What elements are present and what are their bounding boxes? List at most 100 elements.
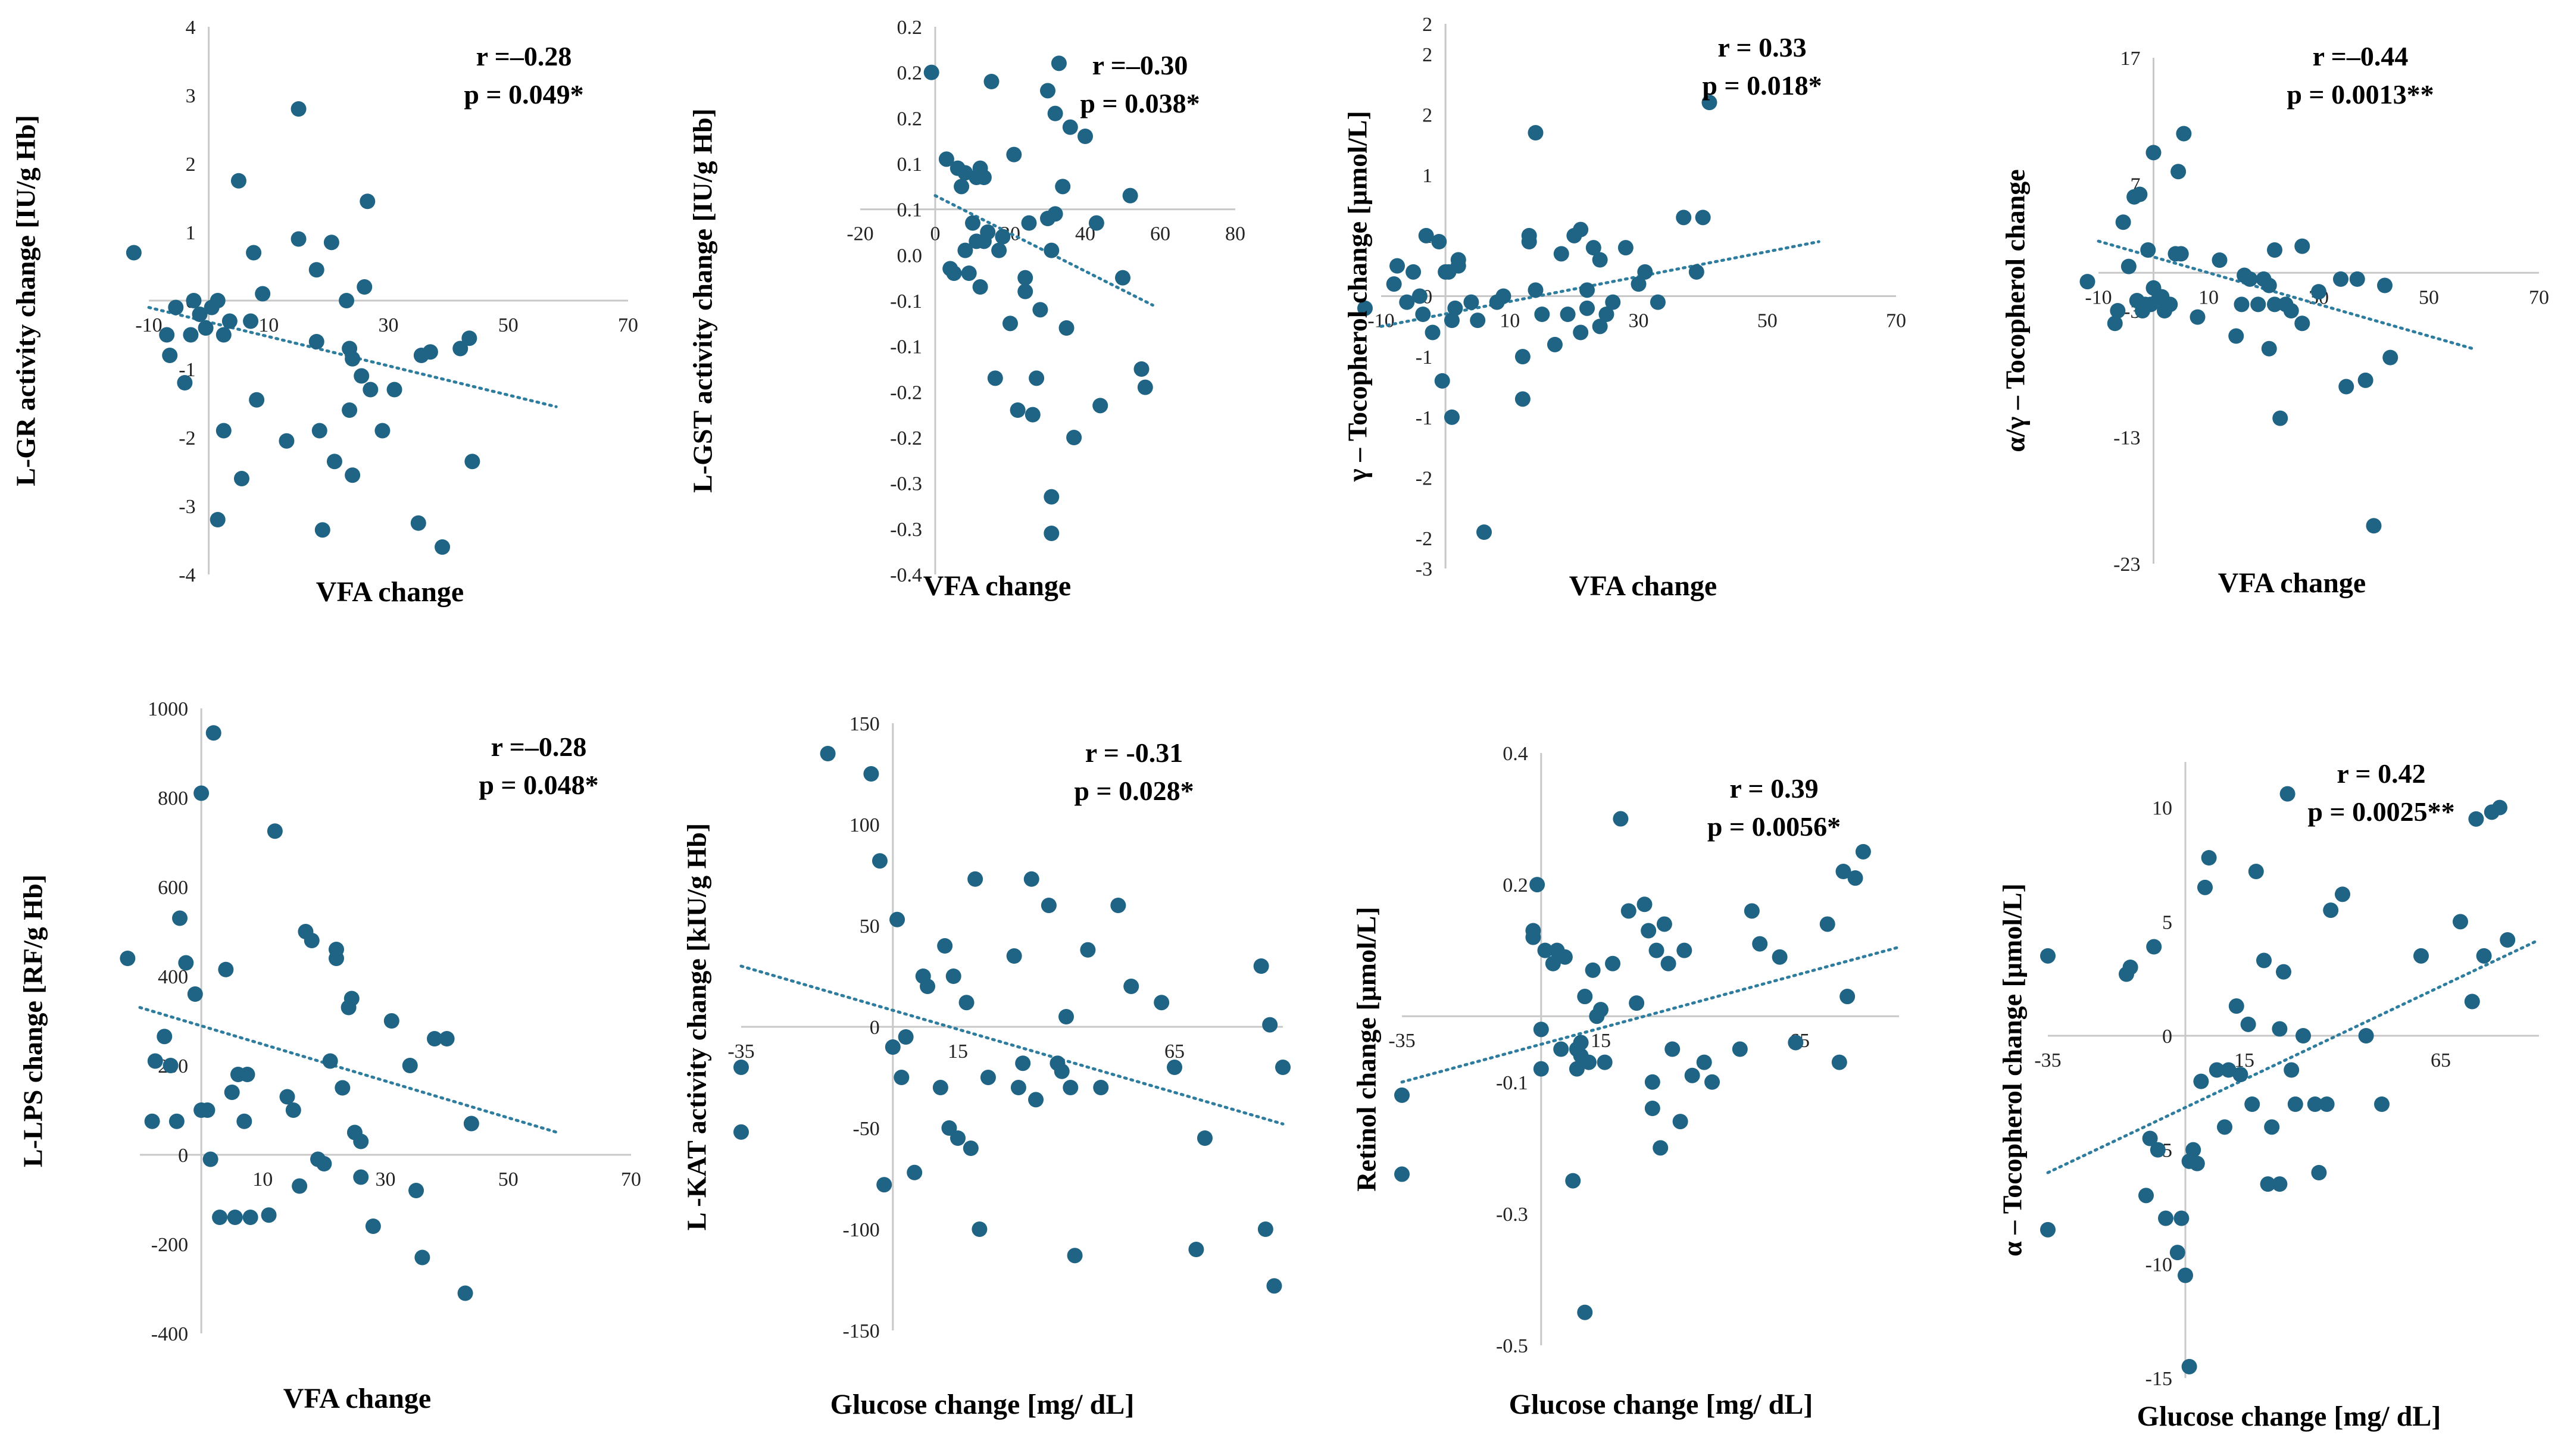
data-point — [1188, 1242, 1204, 1257]
r-value-label: r =–0.44 — [2313, 41, 2409, 71]
data-point — [1386, 276, 1402, 292]
x-tick-label: -35 — [1388, 1030, 1415, 1052]
data-point — [233, 471, 249, 486]
y-tick-label: -200 — [151, 1234, 188, 1256]
y-tick-label: -2 — [1416, 528, 1432, 550]
data-point — [961, 265, 977, 281]
y-tick-label: 0.0 — [897, 245, 923, 267]
x-tick-label: 60 — [1150, 223, 1170, 245]
data-point — [198, 320, 214, 336]
y-tick-label: 50 — [860, 916, 880, 938]
data-point — [1015, 1055, 1031, 1071]
data-point — [414, 1249, 430, 1266]
data-point — [144, 1113, 160, 1129]
data-point — [2115, 214, 2131, 230]
data-point — [2335, 886, 2350, 902]
x-axis-title: Glucose change [mg/ dL] — [830, 1389, 1135, 1420]
data-point — [907, 1164, 923, 1180]
data-point — [1839, 989, 1856, 1005]
x-tick-label: 15 — [948, 1041, 968, 1063]
y-axis-title: γ – Tocopherol change [μmol/L] — [1342, 111, 1373, 482]
x-tick-label: 10 — [252, 1168, 273, 1191]
y-tick-label: 2 — [1422, 14, 1432, 36]
data-point — [353, 1169, 369, 1185]
data-point — [410, 515, 426, 531]
x-tick-label: 30 — [379, 314, 399, 336]
data-point — [972, 279, 988, 295]
data-point — [1058, 320, 1075, 336]
y-tick-label: -23 — [2113, 554, 2140, 576]
data-point — [2358, 1028, 2374, 1043]
data-point — [2264, 1119, 2280, 1135]
data-point — [285, 1102, 301, 1118]
data-point — [1017, 283, 1033, 299]
y-tick-label: -1 — [1416, 346, 1432, 368]
y-axis-title: L -KAT activity change [kIU/g Hb] — [682, 823, 712, 1231]
x-tick-label: 50 — [498, 1168, 519, 1191]
data-point — [1110, 898, 1126, 913]
data-point — [937, 938, 953, 954]
data-point — [339, 293, 355, 308]
data-point — [1044, 526, 1060, 541]
data-point — [2240, 1016, 2256, 1032]
data-point — [2140, 242, 2156, 258]
data-point — [2267, 296, 2282, 313]
data-point — [267, 823, 283, 839]
data-point — [2333, 271, 2348, 287]
y-tick-label: -0.1 — [890, 336, 922, 358]
x-tick-label: 10 — [2198, 286, 2219, 308]
data-point — [205, 725, 221, 741]
data-point — [1528, 125, 1544, 140]
data-point — [1066, 430, 1082, 445]
data-point — [1788, 1035, 1804, 1051]
x-tick-label: 15 — [1591, 1030, 1611, 1052]
data-point — [120, 951, 136, 966]
y-tick-label: 5 — [2162, 911, 2172, 933]
data-point — [1055, 179, 1071, 195]
y-tick-label: 800 — [158, 788, 188, 810]
x-axis-title: Glucose change [mg/ dL] — [1509, 1389, 1813, 1420]
data-point — [1613, 811, 1629, 827]
data-point — [163, 1058, 179, 1073]
data-point — [2217, 1119, 2232, 1135]
x-tick-label: 70 — [2529, 286, 2549, 308]
data-point — [1010, 1080, 1026, 1095]
data-point — [126, 245, 142, 261]
y-tick-label: 0 — [178, 1145, 188, 1167]
data-point — [1088, 215, 1104, 231]
data-point — [335, 1080, 351, 1096]
data-point — [1418, 227, 1434, 243]
data-point — [1023, 871, 1039, 887]
data-point — [1394, 1087, 1410, 1103]
data-point — [1547, 336, 1563, 352]
data-point — [1078, 129, 1093, 144]
data-point — [162, 348, 178, 363]
x-tick-label: -35 — [2034, 1049, 2061, 1071]
data-point — [1637, 264, 1653, 280]
data-point — [2228, 998, 2244, 1014]
data-point — [2357, 372, 2373, 388]
data-point — [1154, 995, 1170, 1011]
data-point — [1514, 391, 1531, 407]
data-point — [2040, 948, 2056, 964]
y-tick-label: -0.1 — [890, 290, 922, 313]
data-point — [2468, 811, 2484, 827]
data-point — [2120, 258, 2137, 274]
data-point — [329, 951, 344, 966]
x-axis-title: VFA change — [1569, 570, 1717, 602]
data-point — [2272, 1021, 2288, 1037]
y-tick-label: -0.2 — [890, 427, 922, 449]
data-point — [172, 910, 188, 926]
data-point — [2464, 993, 2480, 1010]
data-point — [1644, 1101, 1660, 1116]
p-value-label: p = 0.028* — [1074, 776, 1194, 806]
data-point — [957, 242, 973, 258]
r-value-label: r =–0.28 — [491, 732, 587, 762]
x-tick-label: 80 — [1225, 223, 1245, 245]
data-point — [365, 1218, 381, 1234]
data-point — [345, 351, 361, 367]
x-tick-label: -35 — [727, 1041, 754, 1063]
data-point — [1553, 246, 1569, 262]
